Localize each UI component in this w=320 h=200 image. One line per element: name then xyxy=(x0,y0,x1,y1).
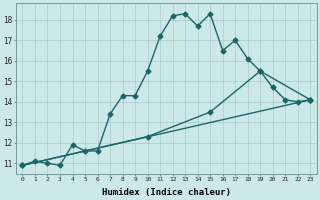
X-axis label: Humidex (Indice chaleur): Humidex (Indice chaleur) xyxy=(102,188,231,197)
